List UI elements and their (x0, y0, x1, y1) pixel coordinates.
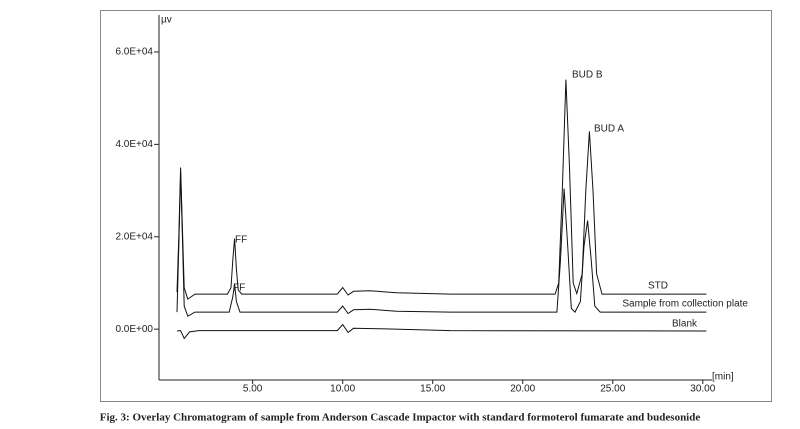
trace-label: Sample from collection plate (622, 299, 748, 310)
trace-label: STD (648, 281, 668, 292)
x-axis-label: [min] (712, 372, 734, 383)
x-tick-label: 25.00 (600, 384, 625, 395)
trace (176, 323, 707, 340)
x-tick-label: 5.00 (243, 384, 263, 395)
peak-label: BUD B (572, 70, 603, 81)
x-tick-label: 15.00 (420, 384, 445, 395)
y-axis-label: µv (161, 15, 172, 26)
x-tick-label: 10.00 (330, 384, 355, 395)
peak-label: FF (233, 283, 245, 294)
x-tick-label: 20.00 (510, 384, 535, 395)
y-tick-label: 2.0E+04 (115, 231, 153, 242)
caption: Fig. 3: Overlay Chromatogram of sample f… (100, 412, 701, 424)
trace (176, 79, 707, 300)
y-tick-label: 0.0E+00 (115, 324, 153, 335)
x-tick-label: 30.00 (690, 384, 715, 395)
peak-label: FF (235, 235, 247, 246)
trace-label: Blank (672, 319, 698, 330)
peak-label: BUD A (594, 124, 624, 135)
y-tick-label: 4.0E+04 (115, 139, 153, 150)
y-tick-label: 6.0E+04 (115, 47, 153, 58)
trace (176, 172, 707, 317)
frame (100, 10, 772, 402)
